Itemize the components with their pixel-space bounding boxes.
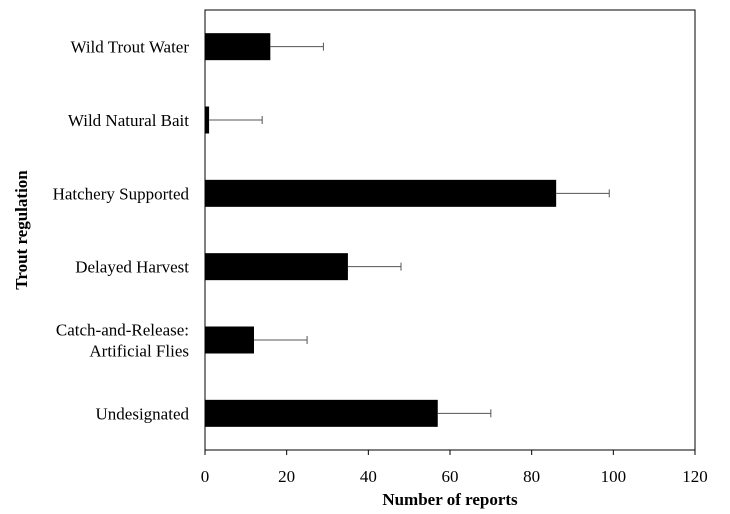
x-axis-title: Number of reports: [382, 490, 518, 509]
bar: [205, 106, 210, 134]
bar: [205, 326, 254, 354]
category-label: Wild Natural Bait: [68, 111, 189, 130]
x-axis-ticks: 0 20 40 60 80 100 120: [201, 450, 708, 486]
category-label: Catch-and-Release:: [56, 321, 189, 340]
category-label: Undesignated: [96, 404, 190, 423]
bar: [205, 253, 348, 281]
x-tick-label: 80: [523, 467, 540, 486]
plot-frame: [204, 9, 696, 451]
category-label: Artificial Flies: [89, 342, 189, 361]
bar: [205, 33, 271, 61]
x-tick-label: 60: [442, 467, 459, 486]
x-tick-label: 20: [278, 467, 295, 486]
x-tick-label: 120: [682, 467, 708, 486]
x-tick-label: 40: [360, 467, 377, 486]
category-label: Hatchery Supported: [53, 184, 190, 203]
category-labels: Wild Trout Water Wild Natural Bait Hatcher…: [53, 38, 190, 424]
category-label: Wild Trout Water: [70, 38, 189, 57]
category-label: Delayed Harvest: [75, 258, 189, 277]
y-axis-title: Trout regulation: [12, 170, 31, 290]
x-tick-label: 0: [201, 467, 210, 486]
bar: [205, 399, 438, 427]
bar: [205, 179, 557, 207]
bars-layer: [205, 33, 557, 427]
error-bars-layer: [209, 42, 610, 418]
x-tick-label: 100: [601, 467, 627, 486]
